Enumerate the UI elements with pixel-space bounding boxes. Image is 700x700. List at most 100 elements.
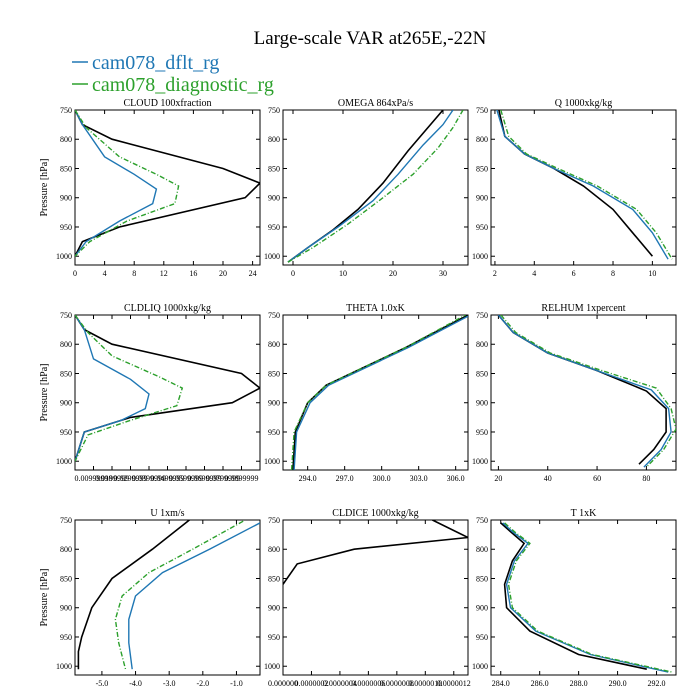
panel-title: CLOUD 100xfraction	[123, 98, 211, 109]
x-tick-label: 294.0	[299, 474, 317, 483]
panel-title: CLDICE 1000xkg/kg	[332, 508, 418, 519]
y-tick-label: 800	[268, 340, 280, 349]
plot-frame	[490, 314, 677, 471]
y-tick-label: 1000	[56, 252, 72, 261]
series-line	[496, 110, 669, 260]
series-line	[287, 110, 454, 263]
x-tick-label: 0.0899999	[225, 474, 259, 483]
x-tick-label: 288.0	[570, 679, 588, 688]
panel-title: T 1xK	[571, 508, 597, 519]
x-tick-label: 24	[249, 269, 257, 278]
series-line	[283, 520, 468, 585]
series-line	[500, 522, 647, 670]
x-tick-label: 0.0199999	[95, 474, 129, 483]
y-tick-label: 950	[268, 223, 280, 232]
y-axis-label: Pressure [hPa]	[39, 568, 50, 626]
y-tick-label: 950	[268, 428, 280, 437]
y-tick-label: 850	[268, 164, 280, 173]
x-tick-label: 284.0	[492, 679, 510, 688]
y-tick-label: 900	[60, 604, 72, 613]
y-tick-label: 1000	[472, 662, 488, 671]
y-tick-label: 950	[476, 223, 488, 232]
x-tick-label: 20	[389, 269, 397, 278]
y-tick-label: 850	[476, 164, 488, 173]
x-tick-label: 0.0399999	[132, 474, 166, 483]
y-tick-label: 750	[268, 516, 280, 525]
x-tick-label: 0.0699999	[188, 474, 222, 483]
series-line	[75, 315, 184, 462]
plot-frame	[282, 314, 469, 471]
y-tick-label: 750	[268, 106, 280, 115]
y-tick-label: 900	[268, 399, 280, 408]
panel: CLDICE 1000xkg/kg 750 800 850 900 950 1000 0.00…	[264, 508, 471, 688]
y-tick-label: 950	[60, 633, 72, 642]
x-tick-label: 40	[544, 474, 552, 483]
y-tick-label: 850	[60, 574, 72, 583]
y-tick-label: 1000	[472, 252, 488, 261]
x-tick-label: 0.0499999	[151, 474, 185, 483]
series-line	[75, 110, 158, 257]
y-tick-label: 750	[476, 516, 488, 525]
x-tick-label: 12	[160, 269, 168, 278]
y-tick-label: 950	[60, 223, 72, 232]
series-line	[498, 110, 654, 257]
x-tick-label: 8	[132, 269, 136, 278]
x-tick-label: 303.0	[410, 474, 428, 483]
y-tick-label: 850	[476, 369, 488, 378]
x-tick-label: 292.0	[648, 679, 666, 688]
series-line	[128, 522, 260, 670]
y-tick-label: 950	[476, 428, 488, 437]
y-tick-label: 850	[60, 164, 72, 173]
panel-title: THETA 1.0xK	[346, 303, 405, 314]
x-tick-label: 0.0799999	[206, 474, 240, 483]
y-tick-label: 900	[476, 194, 488, 203]
x-tick-label: 0.0599999	[169, 474, 203, 483]
y-tick-label: 850	[60, 369, 72, 378]
series-line	[75, 315, 260, 462]
panel-title: CLDLIQ 1000xkg/kg	[124, 303, 211, 314]
series-line	[290, 315, 466, 470]
y-tick-label: 800	[268, 135, 280, 144]
x-tick-label: -4.0	[129, 679, 142, 688]
series-line	[500, 110, 673, 260]
y-tick-label: 800	[60, 340, 72, 349]
plot-frame	[74, 519, 261, 676]
x-tick-label: 2	[493, 269, 497, 278]
y-tick-label: 800	[476, 340, 488, 349]
y-tick-label: 900	[268, 604, 280, 613]
panel: CLDLIQ 1000xkg/kg 750 800 850 900 950 10000.00…	[39, 303, 261, 483]
panel: OMEGA 864xPa/s 750 800 850 900 950 1000 0 10 20 30	[264, 98, 469, 278]
x-tick-label: 286.0	[531, 679, 549, 688]
series-line	[497, 315, 672, 468]
y-tick-label: 900	[476, 604, 488, 613]
x-tick-label: 10	[339, 269, 347, 278]
x-tick-label: -1.0	[230, 679, 243, 688]
x-tick-label: 0.000000	[268, 679, 298, 688]
x-tick-label: 300.0	[373, 474, 391, 483]
x-tick-label: -5.0	[96, 679, 109, 688]
plot-frame	[74, 314, 261, 471]
y-tick-label: 900	[60, 194, 72, 203]
y-tick-label: 900	[476, 399, 488, 408]
legend: cam078_dflt_rg cam078_diagnostic_rg	[72, 52, 274, 96]
y-tick-label: 800	[268, 545, 280, 554]
series-line	[75, 110, 180, 257]
y-tick-label: 950	[60, 428, 72, 437]
y-tick-label: 800	[476, 545, 488, 554]
x-tick-label: 20	[494, 474, 502, 483]
x-tick-label: 0.0000006	[351, 679, 385, 688]
x-tick-label: -2.0	[196, 679, 209, 688]
y-tick-label: 1000	[264, 662, 280, 671]
x-tick-label: 16	[189, 269, 197, 278]
plot-frame	[282, 109, 469, 266]
x-tick-label: 10	[648, 269, 656, 278]
y-tick-label: 750	[268, 311, 280, 320]
y-tick-label: 750	[60, 516, 72, 525]
y-tick-label: 800	[60, 545, 72, 554]
x-tick-label: 6	[572, 269, 576, 278]
x-tick-label: 0.0000010	[408, 679, 442, 688]
x-tick-label: 0.0000004	[323, 679, 357, 688]
